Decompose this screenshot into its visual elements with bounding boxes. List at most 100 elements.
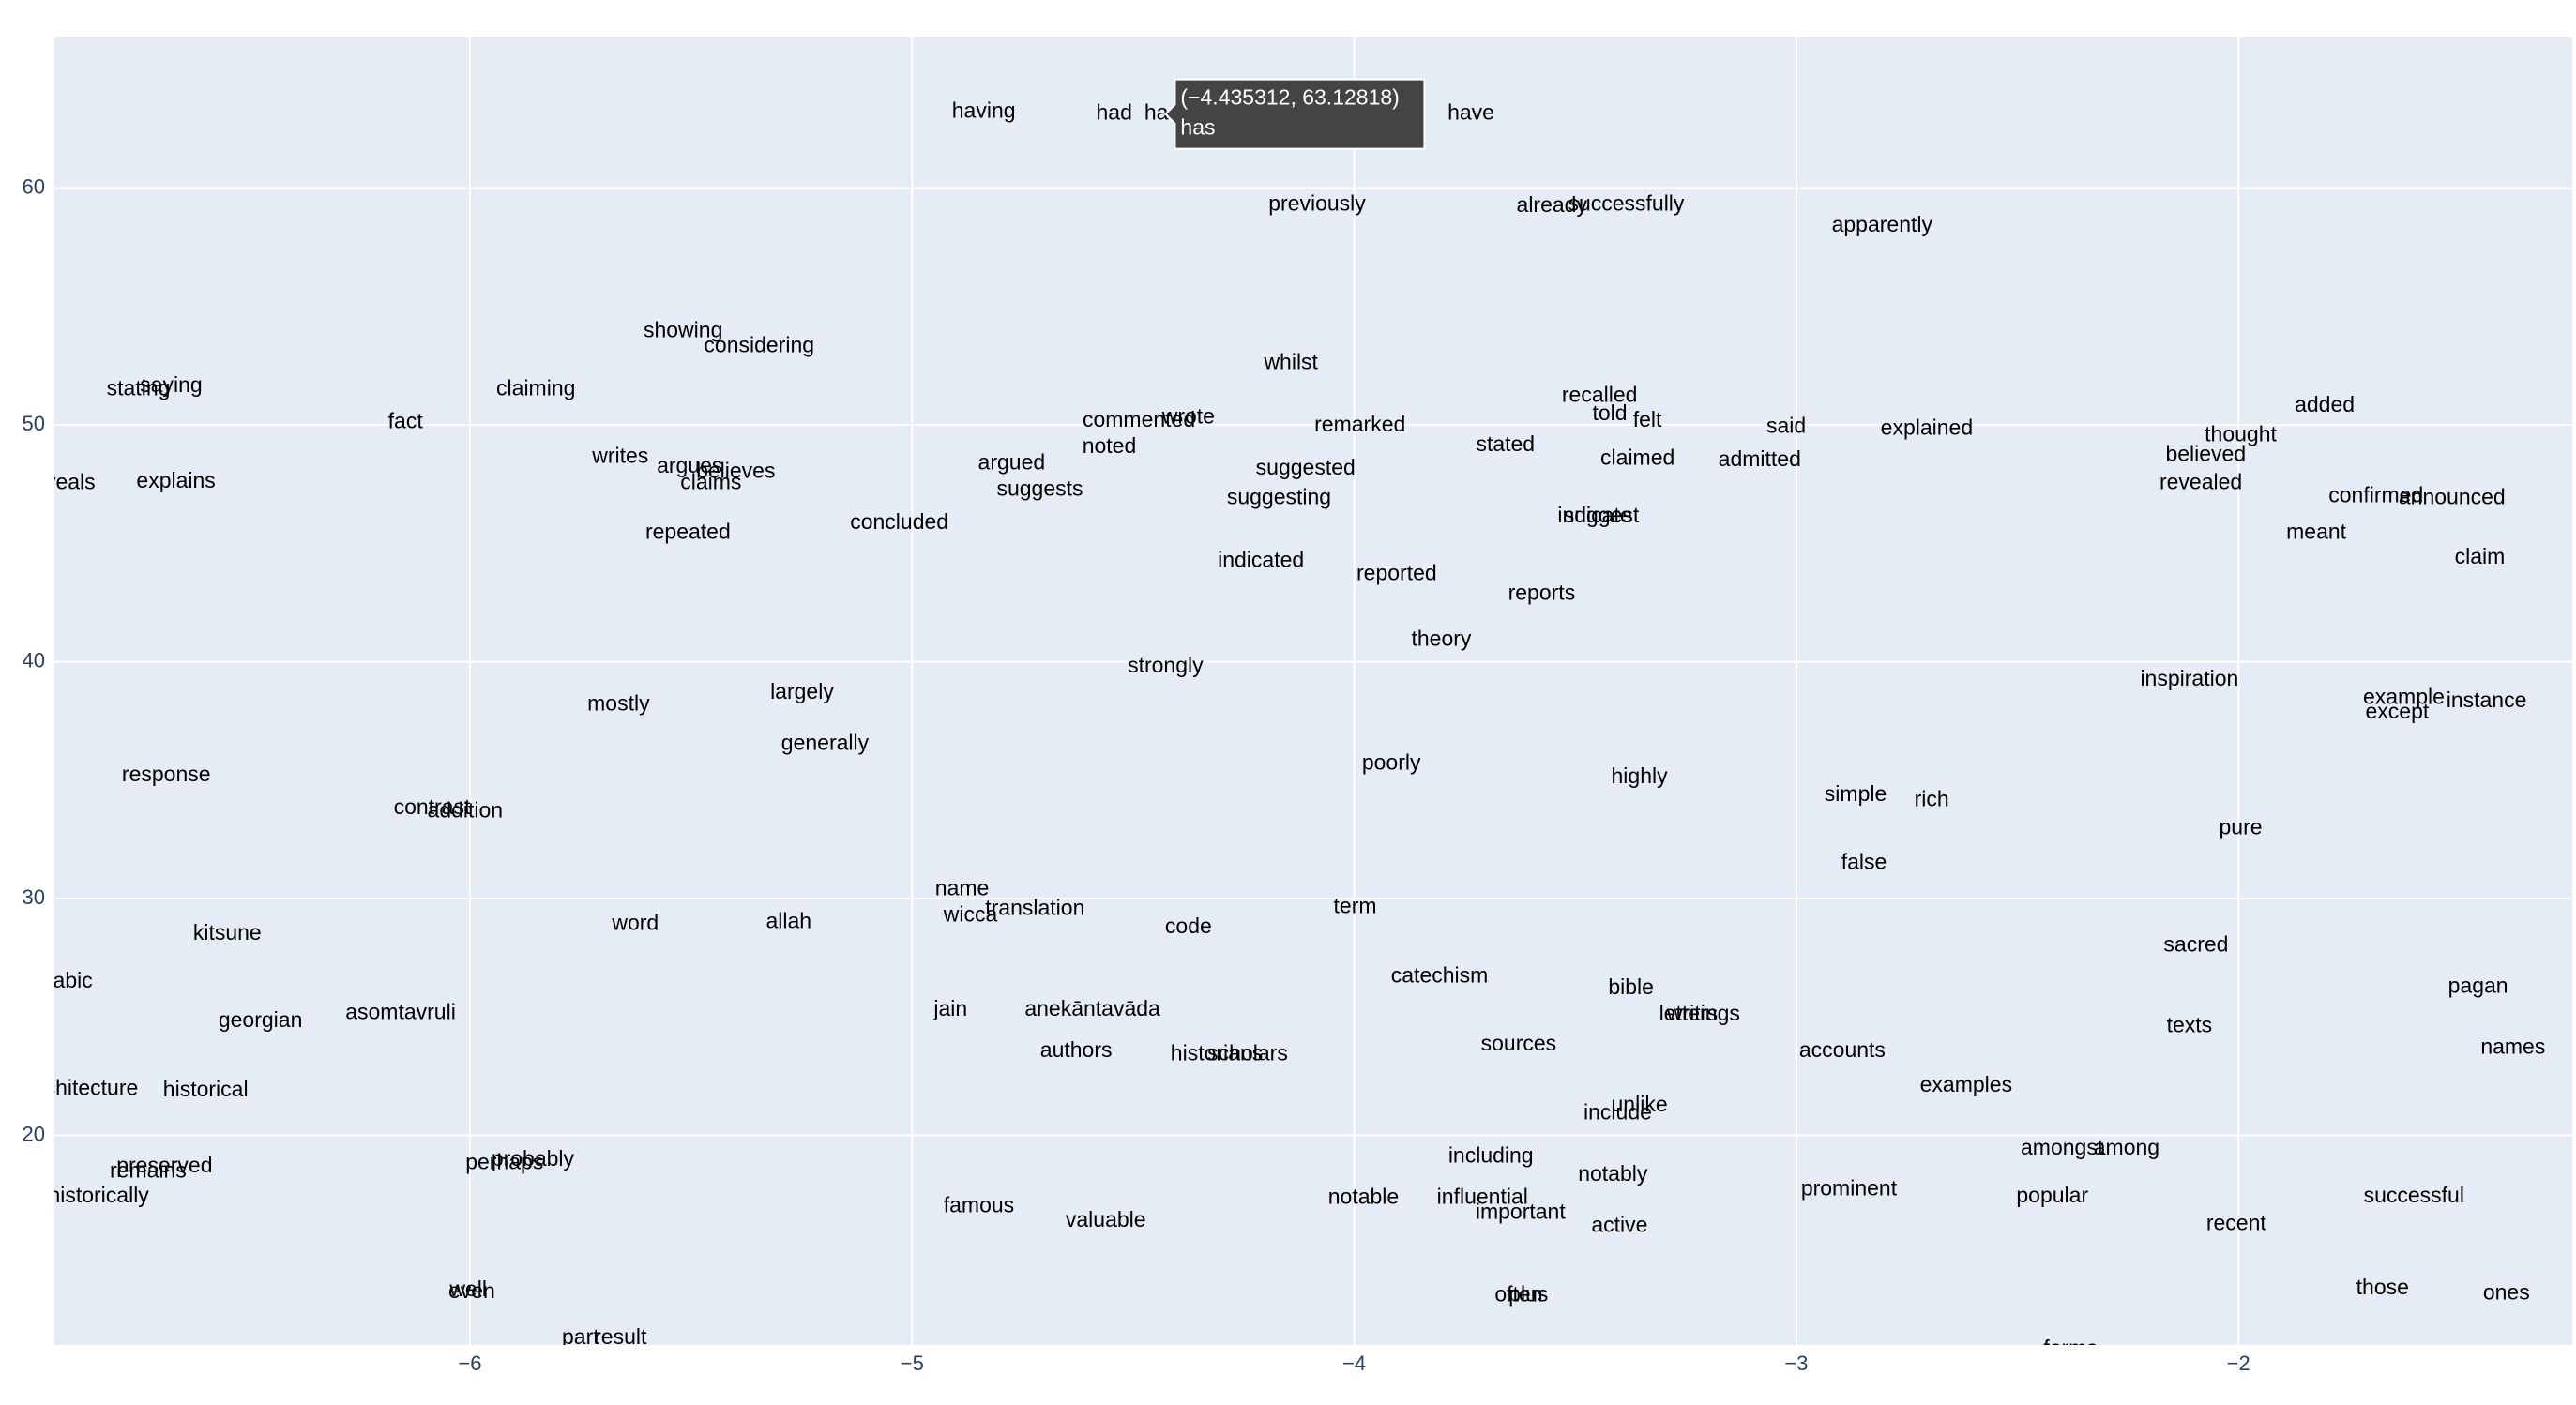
word-point: argues xyxy=(657,453,722,477)
word-point: writes xyxy=(591,443,648,467)
tooltip-box xyxy=(1164,78,1426,150)
word-point: forms xyxy=(2043,1336,2098,1360)
x-tick-label: −4 xyxy=(1342,1352,1366,1375)
word-point: concluded xyxy=(850,509,948,534)
word-point: prominent xyxy=(1801,1176,1898,1201)
word-point: remains xyxy=(110,1157,187,1182)
word-point: argued xyxy=(978,450,1046,475)
word-point: wrote xyxy=(1161,403,1215,428)
y-tick-label: 40 xyxy=(23,648,45,672)
word-point: anekāntavāda xyxy=(1024,996,1160,1020)
word-point: mostly xyxy=(587,690,650,715)
word-point: georgian xyxy=(219,1007,303,1032)
word-point: those xyxy=(2356,1275,2409,1299)
word-point: already xyxy=(1517,192,1588,217)
word-point: jain xyxy=(932,996,967,1020)
word-point: had xyxy=(1096,99,1131,124)
word-point: confirmed xyxy=(2328,483,2423,507)
word-point: suggest xyxy=(1564,503,1640,527)
plot-background xyxy=(54,37,2572,1345)
word-point: sources xyxy=(1481,1031,1557,1055)
y-tick-label: 50 xyxy=(23,412,45,435)
tooltip-text: has xyxy=(1180,115,1215,140)
word-point: noted xyxy=(1083,433,1137,458)
word-point: include xyxy=(1583,1100,1652,1125)
word-point: pure xyxy=(2220,814,2263,838)
axes: −6 −5 −4 −3 −2 20 30 40 50 60 xyxy=(23,174,2250,1374)
word-point: important xyxy=(1476,1199,1566,1223)
word-point: felt xyxy=(1633,407,1662,431)
word-point: claims xyxy=(680,470,741,494)
word-point: thought xyxy=(2205,422,2277,446)
word-point: saying xyxy=(140,372,202,397)
word-point: historical xyxy=(163,1077,249,1101)
x-tick-label: −6 xyxy=(458,1352,481,1375)
word-point: kitsune xyxy=(193,920,262,944)
word-point: poorly xyxy=(1362,750,1421,775)
word-point: recalled xyxy=(1562,382,1638,406)
word-point: response xyxy=(122,762,211,786)
word-point: fact xyxy=(388,409,424,433)
word-point: suggesting xyxy=(1227,484,1331,508)
grid xyxy=(54,37,2572,1345)
word-point: inspiration xyxy=(2140,666,2238,690)
word-point: considering xyxy=(704,333,814,357)
word-point: often xyxy=(1494,1281,1542,1306)
word-point: bible xyxy=(1608,974,1654,999)
word-point: valuable xyxy=(1066,1207,1146,1231)
word-point: well xyxy=(448,1277,487,1301)
word-point: result xyxy=(594,1324,647,1349)
word-point: code xyxy=(1165,914,1212,938)
word-point: influential xyxy=(1437,1185,1528,1209)
word-point: allah xyxy=(766,909,812,933)
word-point: active xyxy=(1591,1212,1647,1236)
word-point: arabic xyxy=(34,968,93,992)
word-point: revealed xyxy=(2159,470,2242,494)
word-point: said xyxy=(1766,414,1806,438)
word-point: have xyxy=(1447,99,1494,124)
word-point: preserved xyxy=(116,1153,212,1177)
word-point: stated xyxy=(1476,431,1535,456)
word-point: meant xyxy=(2286,519,2347,543)
word-point: name xyxy=(935,876,990,900)
word-point: previously xyxy=(1268,190,1366,215)
word-point: part xyxy=(562,1324,599,1349)
word-point: texts xyxy=(2167,1012,2213,1036)
word-point: explains xyxy=(136,468,215,492)
word-point: pagan xyxy=(2448,973,2508,997)
word-point: historically xyxy=(48,1183,149,1207)
word-point: amongst xyxy=(2021,1135,2104,1159)
word-point: reveals xyxy=(26,470,96,494)
x-tick-label: −5 xyxy=(901,1352,924,1375)
word-point: translation xyxy=(985,895,1084,919)
word-point: unlike xyxy=(1612,1092,1668,1116)
word-point: probably xyxy=(492,1146,575,1171)
word-point: whilst xyxy=(1263,349,1318,373)
word-point: announced xyxy=(2399,484,2506,508)
word-point: showing xyxy=(644,318,722,342)
word-point: suggests xyxy=(996,476,1083,501)
word-point: accounts xyxy=(1799,1037,1886,1062)
word-point: believed xyxy=(2165,442,2246,466)
word-point: authors xyxy=(1040,1037,1113,1062)
word-point: believes xyxy=(696,458,775,482)
word-point: highly xyxy=(1612,763,1669,788)
word-point: claiming xyxy=(496,375,575,400)
word-point: example xyxy=(2363,684,2445,708)
word-point: historians xyxy=(1171,1041,1263,1065)
word-point: explained xyxy=(1881,415,1973,439)
word-point: plus xyxy=(1508,1281,1548,1306)
tooltip-coords: (−4.435312, 63.12818) xyxy=(1180,85,1399,110)
word-point: rich xyxy=(1915,786,1949,810)
word-point: writings xyxy=(1666,1001,1740,1025)
word-point: ones xyxy=(2483,1280,2530,1305)
word-point: claimed xyxy=(1600,445,1674,469)
word-point: indicated xyxy=(1218,547,1304,571)
word-point: stating xyxy=(107,375,171,400)
word-point: addition xyxy=(428,798,504,823)
word-point: perhaps xyxy=(465,1149,543,1173)
word-point: strongly xyxy=(1128,653,1204,677)
y-tick-label: 20 xyxy=(23,1122,45,1145)
word-point: among xyxy=(2094,1135,2159,1159)
word-point: letters xyxy=(1659,1001,1719,1025)
